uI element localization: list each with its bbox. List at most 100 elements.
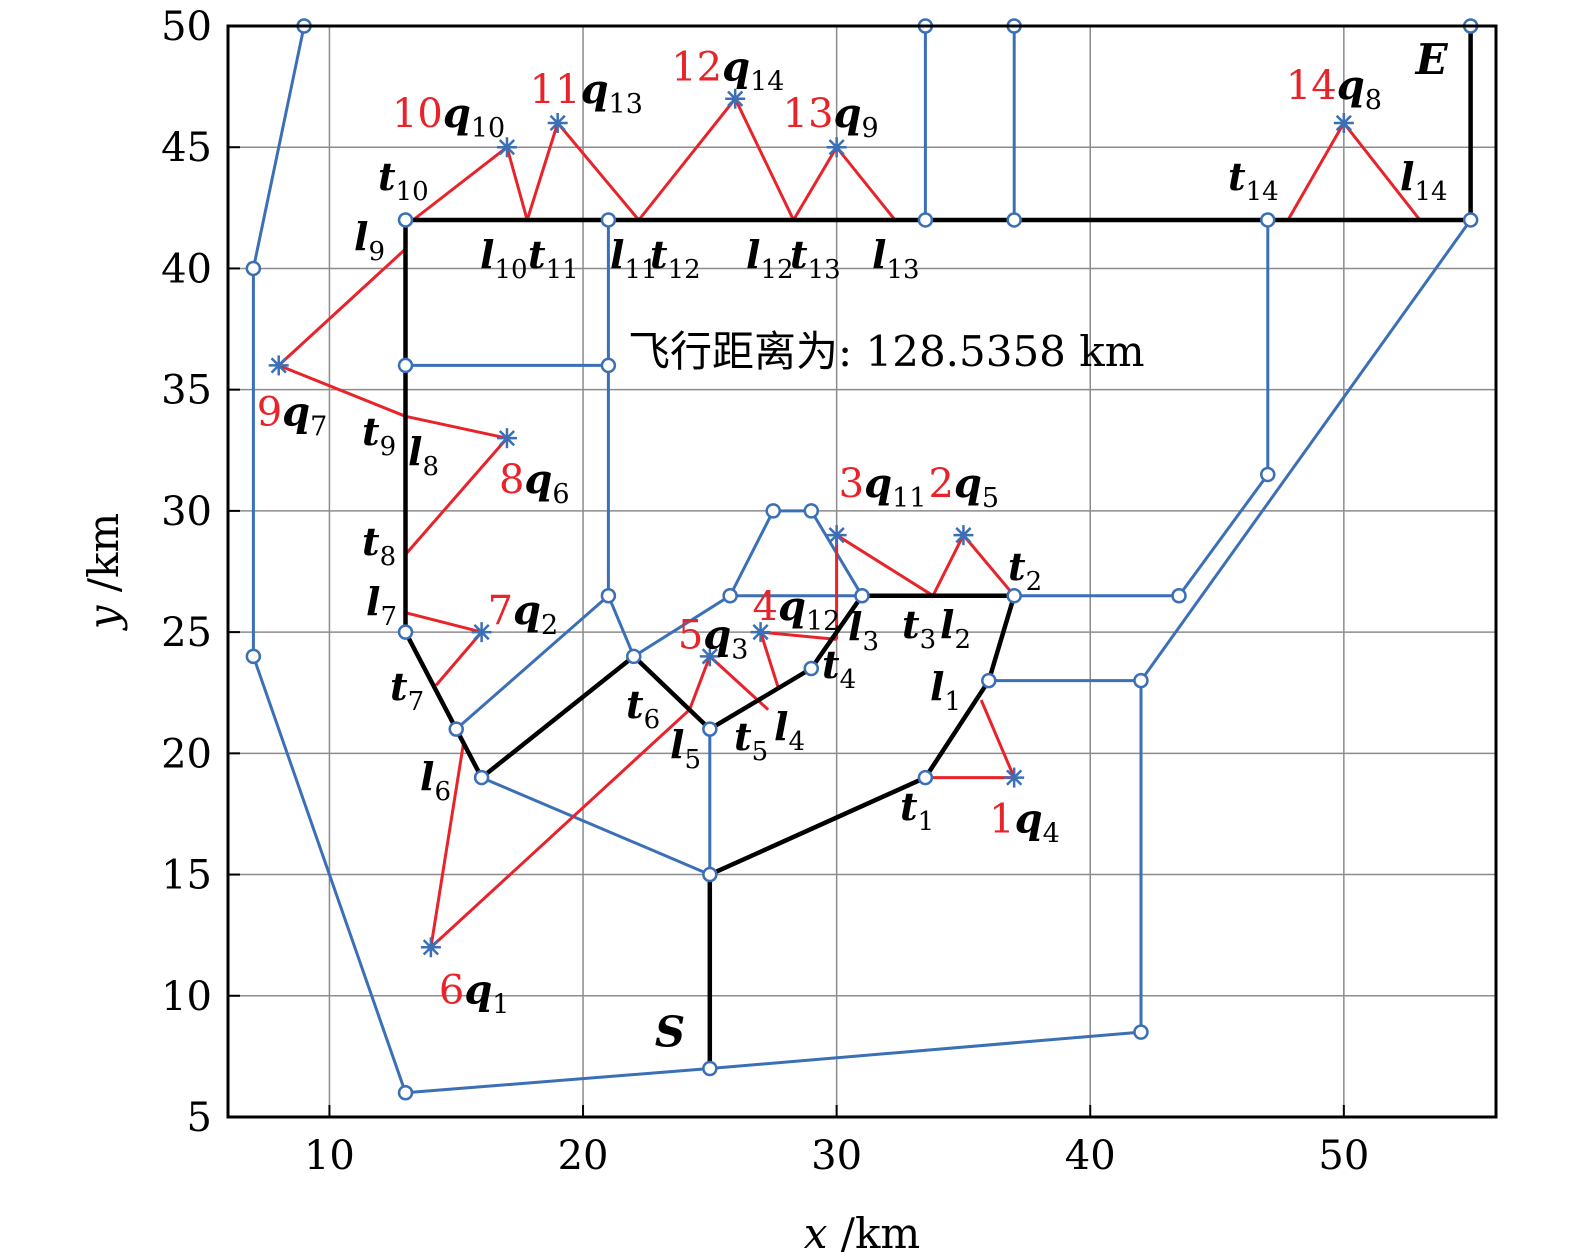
- point-symbol: l: [746, 232, 760, 277]
- point-symbol: t: [626, 682, 644, 727]
- point-symbol: l: [610, 232, 624, 277]
- y-axis-label: y /km: [79, 513, 128, 632]
- point-symbol: l: [354, 214, 368, 259]
- network-node: [397, 1085, 414, 1101]
- target-subscript: 13: [609, 89, 643, 120]
- y-tick-label: 50: [161, 4, 212, 50]
- marker-stroke: [1335, 114, 1352, 132]
- target-number: 2: [928, 461, 953, 507]
- network-node: [1006, 212, 1022, 228]
- target-subscript: 4: [1043, 819, 1060, 850]
- target-number: 12: [671, 45, 722, 91]
- point-label-l4: l4: [774, 704, 805, 757]
- target-marker: [1004, 767, 1025, 788]
- point-subscript: 4: [840, 665, 857, 695]
- network-edge: [251, 655, 407, 1094]
- target-number: 13: [783, 91, 834, 137]
- network-node: [702, 1060, 718, 1077]
- point-subscript: 2: [954, 625, 971, 655]
- point-symbol: l: [940, 602, 954, 647]
- point-subscript: 2: [1026, 567, 1043, 597]
- point-label-t9: t9: [362, 409, 396, 462]
- target-number: 7: [488, 588, 513, 634]
- target-label: 2q5: [928, 460, 999, 514]
- target-label: 8q6: [499, 456, 570, 510]
- x-tick-label: 40: [1065, 1133, 1116, 1179]
- point-subscript: 12: [760, 255, 793, 285]
- point-symbol: t: [378, 154, 396, 199]
- point-subscript: 6: [434, 777, 451, 807]
- target-number: 3: [839, 461, 864, 507]
- target-marker: [420, 937, 441, 958]
- point-subscript: 10: [494, 255, 527, 285]
- marker-stroke: [422, 939, 439, 956]
- point-label-t11: t11: [528, 232, 579, 285]
- target-detours: [275, 95, 1422, 952]
- point-symbol: l: [930, 664, 944, 709]
- y-tick-label: 10: [161, 974, 212, 1020]
- target-number: 11: [530, 67, 581, 113]
- target-subscript: 6: [552, 479, 569, 510]
- target-label: 5q3: [678, 611, 749, 665]
- point-symbol: t: [1228, 154, 1246, 199]
- target-markers: [268, 88, 1354, 958]
- y-tick-label: 35: [161, 368, 212, 414]
- detour-path: [931, 532, 1016, 597]
- target-number: 8: [499, 457, 524, 503]
- point-subscript: 7: [380, 602, 397, 632]
- point-subscript: 1: [944, 687, 961, 717]
- target-subscript: 5: [982, 483, 999, 514]
- target-label: 10q10: [392, 90, 505, 144]
- y-tick-label: 25: [161, 610, 212, 656]
- point-label-t4: t4: [822, 642, 856, 695]
- network-node: [397, 624, 414, 640]
- network-node: [1006, 587, 1022, 604]
- target-label: 1q4: [989, 796, 1060, 850]
- target-symbol: q: [703, 611, 731, 658]
- point-symbol: l: [774, 704, 788, 749]
- target-subscript: 8: [1365, 85, 1382, 116]
- target-label: 9q7: [257, 388, 328, 442]
- target-marker: [268, 355, 289, 376]
- target-symbol: q: [722, 44, 750, 91]
- network-node: [981, 672, 997, 689]
- point-label-l6: l6: [420, 754, 451, 807]
- target-symbol: q: [834, 90, 862, 137]
- target-number: 1: [989, 797, 1014, 843]
- detour-path: [412, 144, 529, 222]
- x-tick-label: 20: [558, 1133, 609, 1179]
- target-number: 14: [1286, 63, 1337, 109]
- target-label: 6q1: [439, 966, 510, 1020]
- start-label: S: [655, 1008, 685, 1057]
- point-subscript: 13: [808, 255, 841, 285]
- marker-stroke: [828, 527, 845, 544]
- target-symbol: q: [581, 66, 609, 113]
- network-node: [473, 769, 490, 786]
- point-subscript: 9: [380, 432, 397, 462]
- network-node: [626, 648, 642, 665]
- plot-frame: [226, 24, 1498, 1119]
- x-axis-label: x /km: [804, 1209, 920, 1258]
- target-subscript: 3: [731, 634, 748, 665]
- target-marker: [826, 137, 847, 158]
- network-node: [397, 357, 414, 374]
- marker-stroke: [1006, 769, 1023, 786]
- point-subscript: 1: [918, 807, 935, 837]
- y-tick-label: 15: [161, 853, 212, 899]
- detour-path: [428, 708, 691, 952]
- network-edge: [633, 594, 731, 658]
- point-label-t3: t3: [902, 602, 936, 655]
- y-tick-label: 30: [161, 489, 212, 535]
- network-node: [1260, 212, 1276, 228]
- network-node: [1133, 672, 1149, 689]
- point-symbol: l: [848, 604, 862, 649]
- point-subscript: 12: [668, 255, 701, 285]
- target-symbol: q: [864, 460, 892, 507]
- point-symbol: t: [528, 232, 546, 277]
- network-node: [245, 260, 262, 277]
- point-subscript: 4: [788, 727, 805, 757]
- point-symbol: t: [822, 642, 840, 687]
- y-tick-label: 20: [161, 731, 212, 777]
- point-subscript: 9: [368, 237, 385, 267]
- target-marker: [496, 137, 517, 158]
